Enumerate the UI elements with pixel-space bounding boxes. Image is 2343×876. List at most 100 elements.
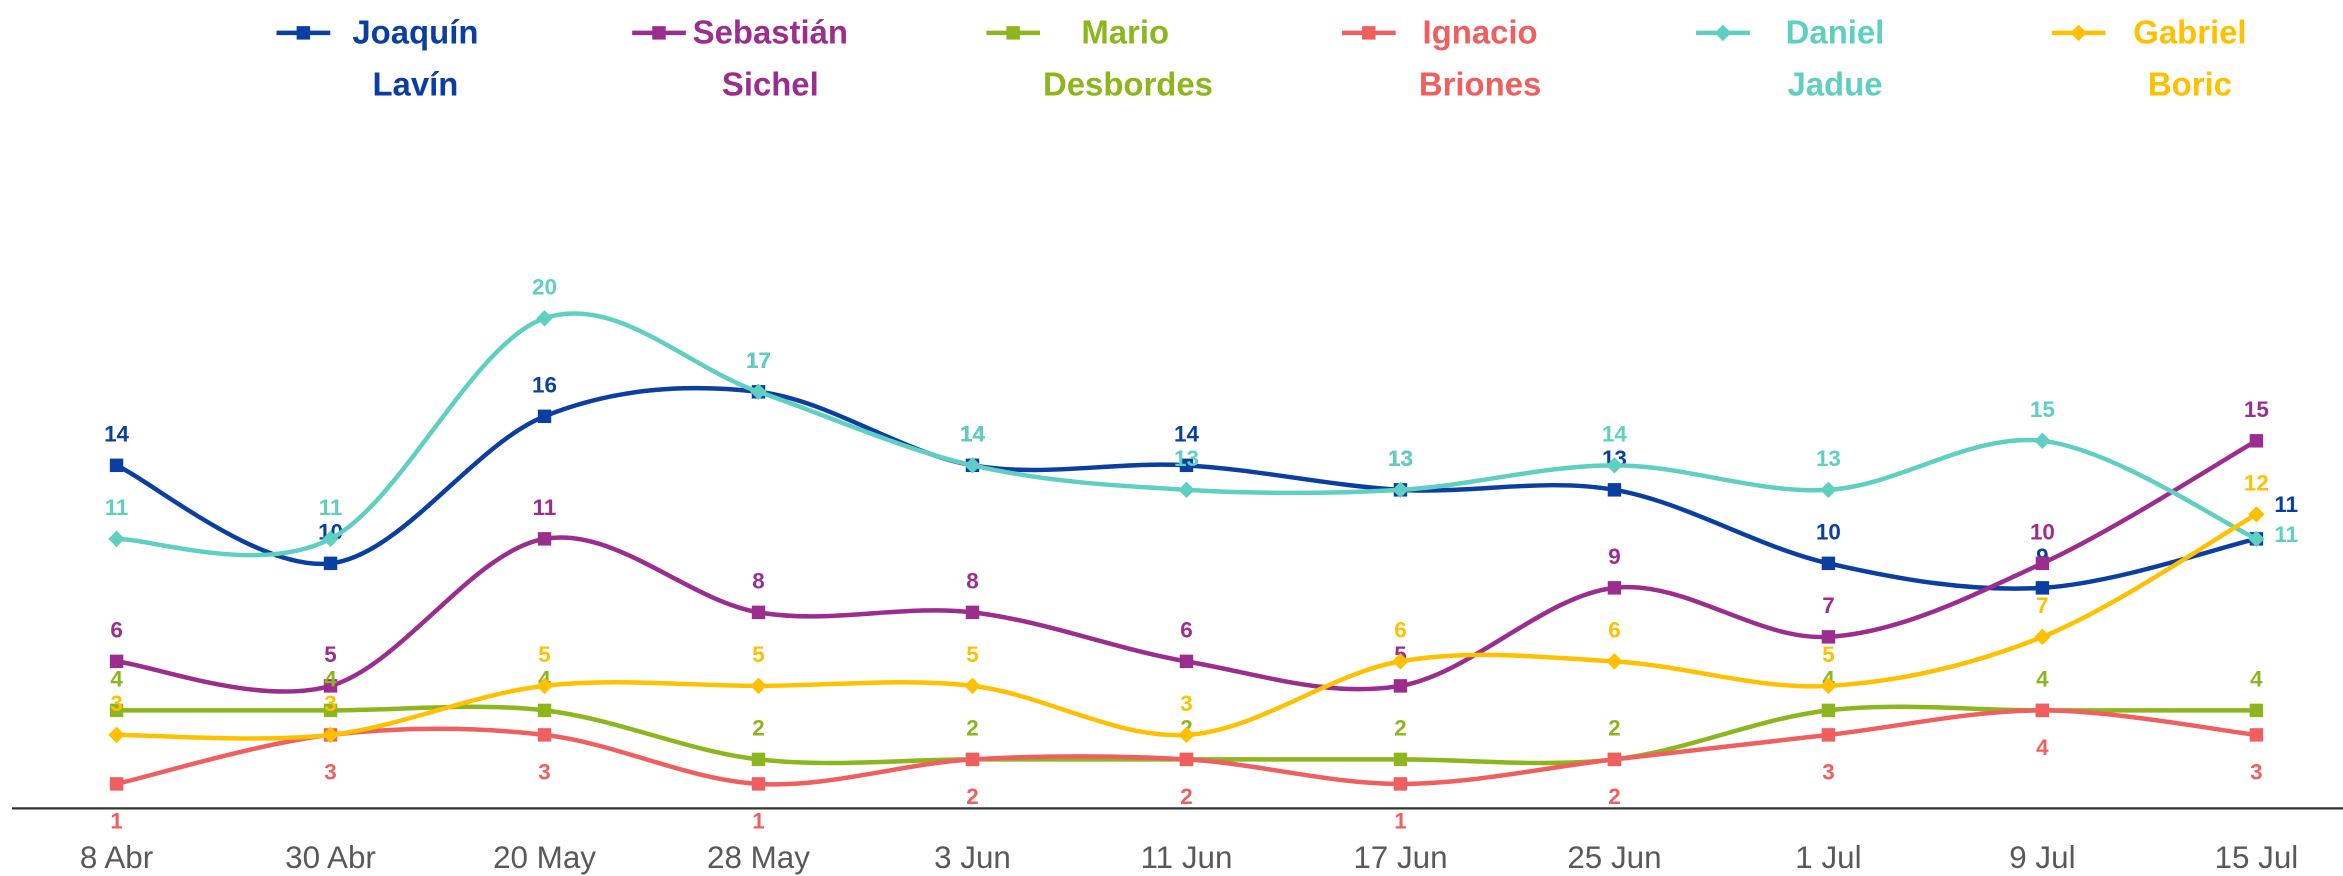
- data-label: 13: [1816, 446, 1841, 471]
- point: [1714, 24, 1732, 42]
- point: [1179, 752, 1194, 767]
- data-label: 14: [960, 421, 985, 446]
- point: [109, 458, 124, 473]
- point: [323, 556, 338, 571]
- data-label: 2: [752, 715, 764, 740]
- data-label: 20: [532, 274, 557, 299]
- data-label: 16: [532, 372, 557, 397]
- point: [1393, 752, 1408, 767]
- legend-icon: [2050, 24, 2105, 42]
- point: [1606, 653, 1623, 670]
- data-label: 11: [2274, 492, 2298, 517]
- x-tick-label: 3 Jun: [934, 840, 1011, 875]
- point: [537, 532, 552, 546]
- data-label: 10: [1816, 519, 1841, 544]
- data-label: 2: [966, 715, 978, 740]
- series-line: [116, 311, 2258, 558]
- point: [964, 677, 981, 695]
- point: [2069, 24, 2087, 42]
- legend-label: Daniel Jadue: [1785, 13, 1885, 104]
- x-tick-label: 17 Jun: [1353, 840, 1447, 875]
- point: [1606, 457, 1623, 474]
- data-label: 12: [2244, 470, 2269, 495]
- data-label: 2: [1608, 715, 1620, 740]
- data-label: 5: [324, 642, 336, 667]
- data-label: 14: [1174, 421, 1199, 446]
- point: [1821, 630, 1836, 644]
- data-label: 11: [533, 495, 557, 520]
- point: [108, 726, 125, 744]
- data-label: 14: [104, 421, 129, 446]
- point: [1179, 458, 1194, 473]
- point: [1607, 752, 1622, 767]
- data-label: 2: [1180, 784, 1192, 809]
- point: [2034, 432, 2051, 450]
- point: [1393, 777, 1408, 791]
- data-label: 3: [2250, 760, 2262, 785]
- point: [537, 703, 552, 718]
- data-label: 11: [2274, 522, 2298, 547]
- data-label: 10: [2030, 519, 2055, 544]
- point: [1820, 481, 1837, 499]
- data-label: 17: [746, 348, 771, 373]
- data-label: 7: [1822, 593, 1834, 618]
- point: [537, 728, 552, 742]
- point: [1393, 679, 1408, 693]
- data-label: 5: [752, 642, 764, 667]
- legend-label: Mario Desbordes: [1043, 13, 1213, 104]
- point: [965, 605, 980, 620]
- point: [651, 26, 665, 40]
- x-tick-label: 15 Jul: [2215, 840, 2299, 875]
- data-label: 1: [752, 809, 764, 834]
- point: [1607, 581, 1622, 595]
- point: [750, 677, 767, 695]
- point: [2035, 556, 2050, 571]
- point: [109, 654, 124, 669]
- data-label: 14: [960, 421, 985, 446]
- point: [751, 752, 766, 767]
- data-label: 17: [746, 348, 771, 373]
- point: [536, 310, 553, 327]
- data-label: 7: [2036, 593, 2048, 618]
- data-label: 2: [1394, 715, 1406, 740]
- data-label: 15: [2030, 397, 2055, 422]
- point: [965, 752, 980, 767]
- data-label: 6: [1180, 617, 1192, 642]
- point: [2249, 728, 2264, 742]
- point: [750, 383, 767, 401]
- point: [537, 409, 552, 424]
- data-label: 9: [1608, 544, 1620, 569]
- legend-label: Joaquín Lavín: [352, 13, 479, 104]
- data-label: 1: [110, 809, 122, 834]
- point: [1821, 556, 1836, 571]
- legend-icon: [631, 26, 686, 40]
- data-label: 4: [324, 666, 337, 691]
- x-tick-label: 11 Jun: [1141, 840, 1233, 875]
- legend-label: Sebastián Sichel: [692, 13, 848, 104]
- legend-icon: [1696, 24, 1750, 42]
- point: [1179, 654, 1194, 669]
- point: [751, 605, 766, 620]
- point: [751, 777, 766, 791]
- legend-label: Ignacio Briones: [1418, 13, 1542, 104]
- point: [2249, 434, 2264, 448]
- point: [2249, 703, 2264, 718]
- data-label: 5: [1822, 642, 1834, 667]
- data-label: 4: [110, 666, 123, 691]
- x-tick-label: 28 May: [707, 840, 810, 875]
- data-label: 2: [1608, 784, 1620, 809]
- point: [1178, 481, 1195, 499]
- data-label: 2: [966, 784, 978, 809]
- point: [323, 703, 338, 718]
- point: [964, 457, 981, 474]
- legend-label: Gabriel Boric: [2133, 13, 2247, 104]
- legend-icon: [276, 26, 331, 40]
- series-line: [115, 385, 2257, 591]
- data-label: 3: [1822, 760, 1834, 785]
- data-label: 11: [319, 495, 343, 520]
- data-label: 6: [1608, 617, 1620, 642]
- point: [109, 703, 124, 718]
- point: [1821, 728, 1836, 742]
- data-label: 4: [2036, 666, 2049, 691]
